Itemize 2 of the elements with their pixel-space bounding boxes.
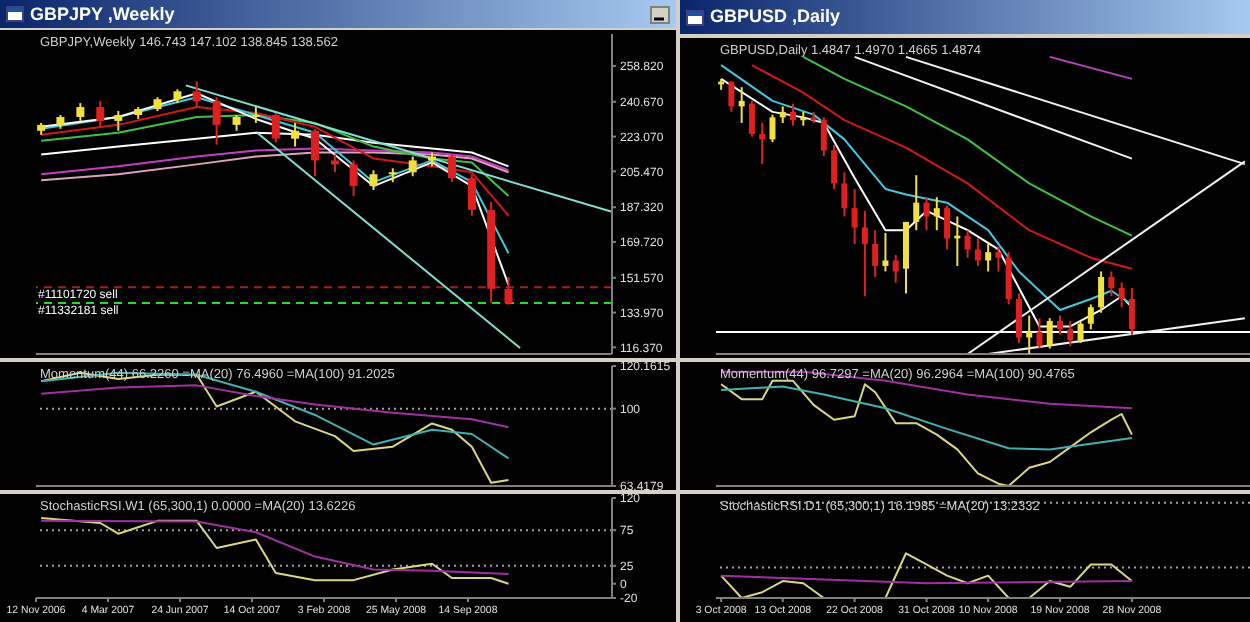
chart-title: GBPJPY ,Weekly [30, 2, 175, 26]
chart-title: GBPUSD ,Daily [710, 4, 841, 30]
